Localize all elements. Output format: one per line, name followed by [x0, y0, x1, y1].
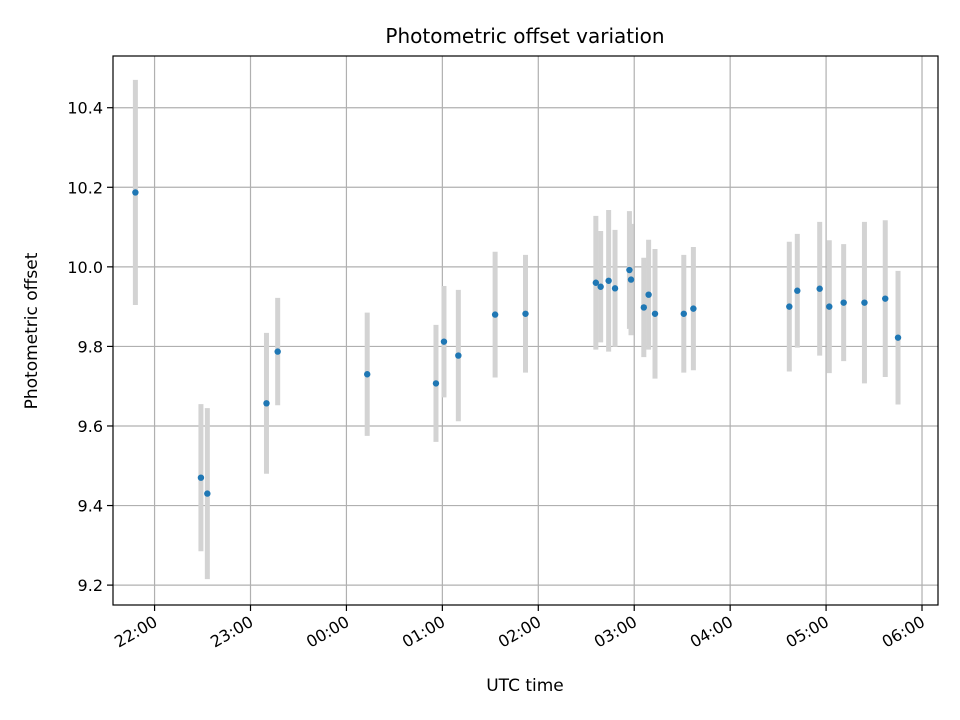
data-point: [274, 348, 281, 355]
data-points: [132, 189, 902, 497]
data-point: [440, 338, 448, 345]
data-point: [627, 276, 635, 283]
y-tick-label: 10.4: [67, 99, 103, 118]
data-point: [197, 474, 205, 481]
data-point: [826, 303, 833, 310]
chart-title: Photometric offset variation: [385, 24, 664, 48]
y-axis-label: Photometric offset: [22, 252, 42, 409]
y-tick-label: 9.4: [78, 497, 103, 516]
data-point: [204, 490, 211, 497]
data-point: [894, 334, 902, 341]
data-point: [491, 311, 499, 318]
data-point: [690, 305, 697, 312]
y-tick-label: 9.2: [78, 576, 103, 595]
data-point: [640, 304, 648, 311]
data-point: [651, 310, 659, 317]
data-point: [840, 299, 847, 306]
data-point: [626, 266, 633, 274]
data-point: [786, 303, 793, 310]
data-point: [816, 285, 823, 292]
data-point: [364, 371, 371, 378]
data-point: [861, 299, 868, 306]
y-tick-label: 9.6: [78, 417, 103, 436]
data-point: [522, 310, 529, 317]
data-point: [794, 287, 801, 294]
data-point: [432, 380, 440, 387]
y-tick-label: 10.0: [67, 258, 103, 277]
data-point: [455, 352, 462, 359]
data-point: [592, 279, 600, 286]
data-point: [680, 310, 687, 317]
data-point: [645, 291, 652, 298]
data-point: [605, 277, 612, 284]
data-point: [611, 285, 619, 292]
data-point: [263, 400, 270, 407]
x-axis-label: UTC time: [486, 676, 564, 696]
data-point: [882, 295, 889, 302]
data-point: [597, 283, 604, 290]
y-tick-label: 9.8: [78, 337, 103, 356]
plot-frame: [112, 55, 939, 606]
y-tick-label: 10.2: [67, 178, 103, 197]
data-point: [132, 189, 139, 196]
